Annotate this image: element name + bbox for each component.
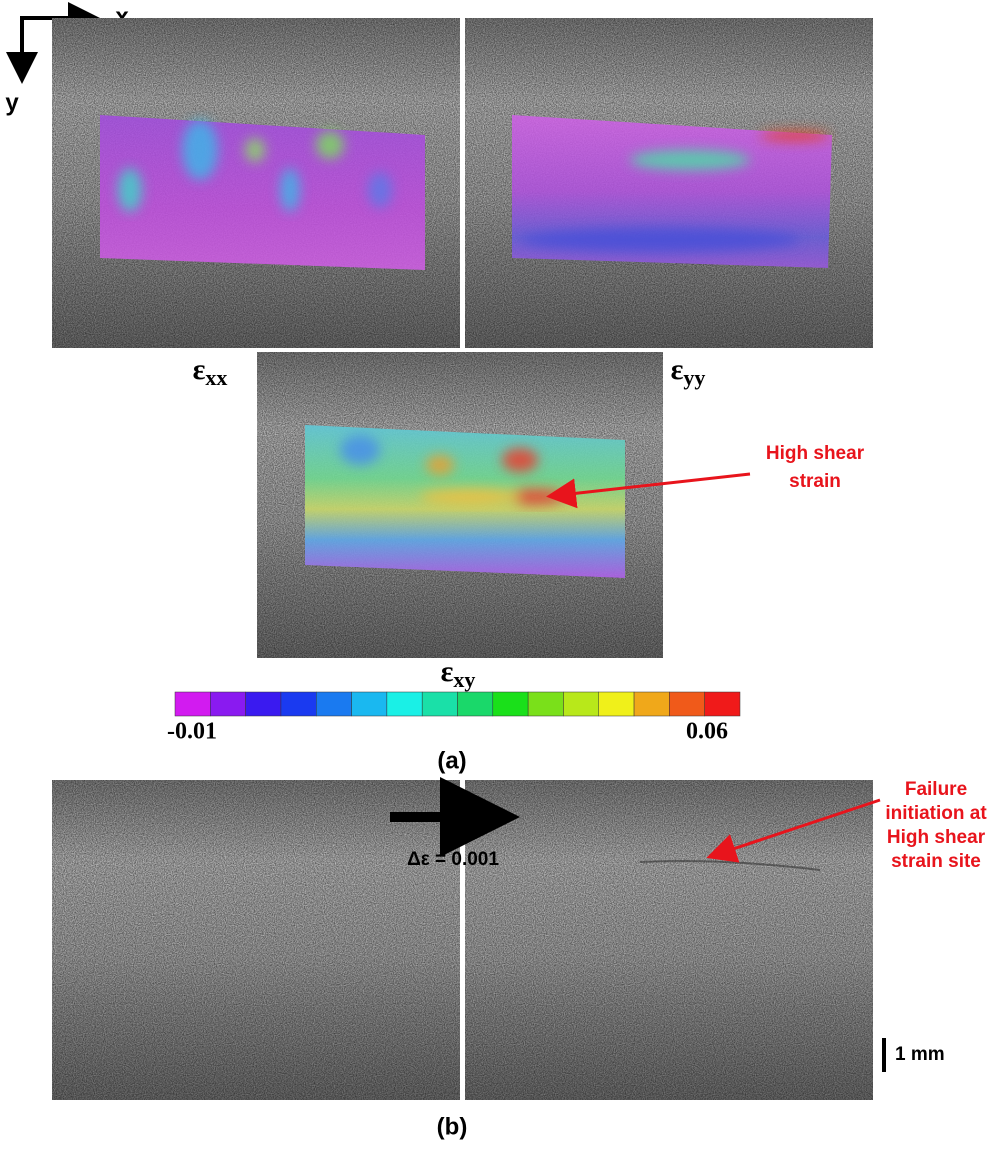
strain-label: εxy <box>441 655 476 692</box>
subscript: xy <box>453 667 475 692</box>
panel-label: (b) <box>437 1113 468 1140</box>
colorbar-swatch <box>210 692 245 716</box>
colorbar-min: -0.01 <box>167 719 217 745</box>
subscript: xx <box>205 365 227 390</box>
photo-bottom-left <box>52 780 460 1100</box>
colorbar-swatch <box>175 692 210 716</box>
scale-label: 1 mm <box>895 1044 945 1065</box>
colorbar-swatch <box>281 692 316 716</box>
annotation-line: strain site <box>891 851 981 872</box>
colorbar-swatch <box>528 692 563 716</box>
strain-label: εxx <box>193 353 228 390</box>
annotation-line: strain <box>789 471 841 492</box>
subscript: yy <box>683 365 705 390</box>
panel-label: (a) <box>437 747 466 774</box>
photo-bottom-right <box>465 780 873 1100</box>
colorbar-swatch <box>634 692 669 716</box>
colorbar-swatch <box>458 692 493 716</box>
colorbar-max: 0.06 <box>686 719 728 745</box>
colorbar-swatch <box>316 692 351 716</box>
colorbar-swatch <box>493 692 528 716</box>
colorbar-swatch <box>352 692 387 716</box>
photo-middle <box>257 352 663 658</box>
figure: x y εxx εyy εxy High shear strain -0.01 … <box>0 0 1005 1152</box>
annotation-line: High shear <box>766 443 865 464</box>
colorbar-swatch <box>705 692 740 716</box>
colorbar-swatch <box>422 692 457 716</box>
symbol: ε <box>193 353 206 386</box>
colorbar-swatch <box>599 692 634 716</box>
symbol: ε <box>671 353 684 386</box>
photo-top-left <box>52 18 460 348</box>
colorbar-swatch <box>387 692 422 716</box>
colorbar-swatch <box>246 692 281 716</box>
colorbar-swatch <box>563 692 598 716</box>
y-label: y <box>5 89 19 116</box>
annotation-line: initiation at <box>885 803 987 824</box>
colorbar-swatch <box>669 692 704 716</box>
symbol: ε <box>441 655 454 688</box>
colorbar <box>175 692 740 716</box>
page: x y εxx εyy εxy High shear strain -0.01 … <box>0 0 1005 1152</box>
photo-top-right <box>465 18 873 348</box>
step-label: Δε = 0.001 <box>407 849 499 870</box>
annotation-line: High shear <box>887 827 986 848</box>
annotation-line: Failure <box>905 779 967 800</box>
strain-label: εyy <box>671 353 706 390</box>
